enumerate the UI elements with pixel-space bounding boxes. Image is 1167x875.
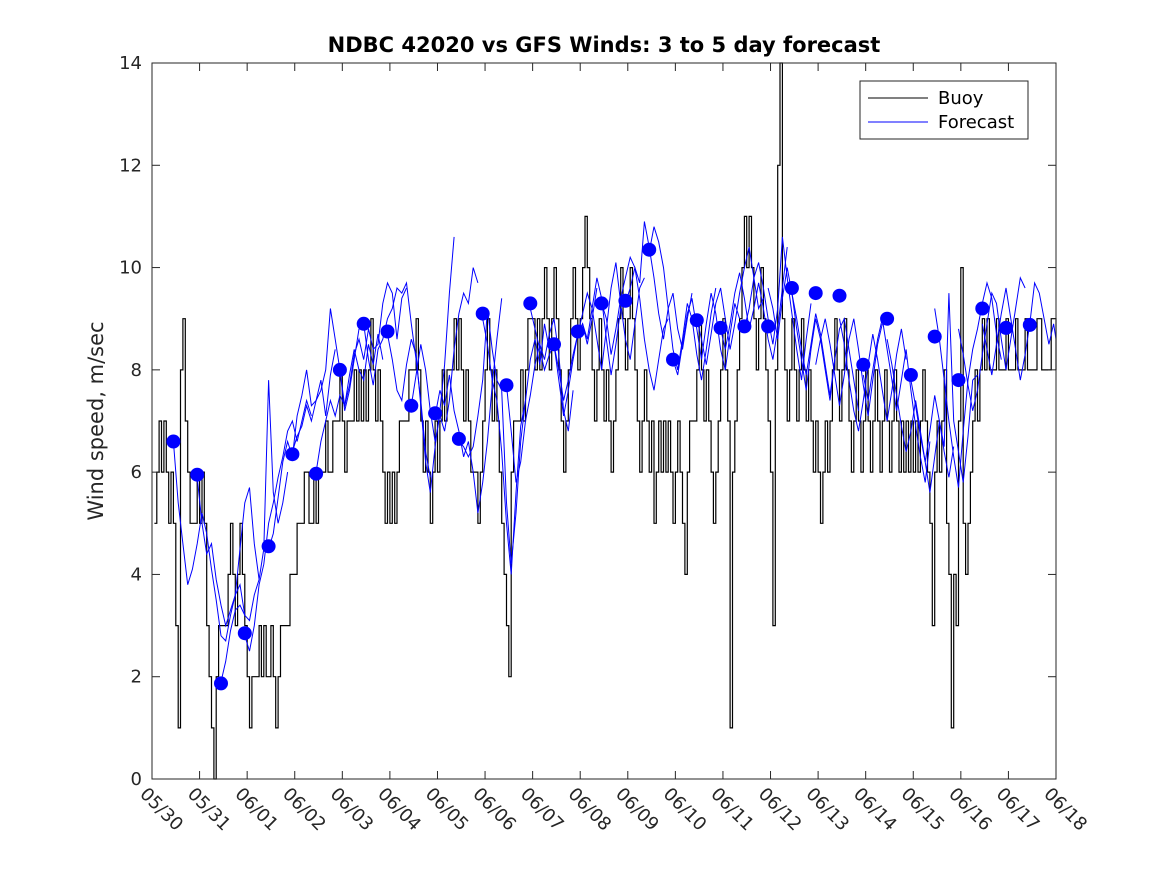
forecast-marker-6 [309, 466, 324, 481]
y-tick-label: 6 [131, 462, 142, 483]
forecast-marker-33 [951, 373, 966, 388]
y-tick-label: 0 [131, 769, 142, 790]
forecast-run-line-3 [244, 398, 312, 652]
forecast-run-line-20 [648, 226, 717, 381]
legend: Buoy Forecast [859, 80, 1029, 140]
y-axis-label: Wind speed, m/sec [84, 321, 108, 520]
forecast-run-line-33 [958, 276, 1026, 411]
y-tick-label: 14 [119, 53, 142, 74]
axes-box [151, 62, 1057, 780]
forecast-run-line-34 [981, 281, 1057, 381]
forecast-run-line-29 [862, 318, 931, 483]
forecast-marker-16 [547, 337, 561, 352]
forecast-run-line-12 [458, 308, 526, 565]
forecast-run-line-16 [553, 277, 622, 401]
forecast-run-line-26 [791, 293, 859, 411]
forecast-run-line-11 [434, 298, 503, 514]
forecast-marker-12 [451, 431, 466, 446]
forecast-marker-5 [285, 447, 300, 462]
forecast-run-line-1 [196, 477, 260, 628]
series-layer [154, 62, 1057, 780]
forecast-marker-36 [1022, 317, 1037, 332]
forecast-marker-13 [475, 306, 490, 321]
forecast-run-line-5 [291, 308, 360, 452]
forecast-marker-17 [570, 324, 585, 339]
forecast-run-line-24 [743, 236, 812, 381]
chart-title: NDBC 42020 vs GFS Winds: 3 to 5 day fore… [328, 33, 881, 57]
forecast-marker-29 [856, 357, 871, 372]
forecast-run-line-7 [339, 281, 407, 406]
forecast-run-line-31 [910, 293, 978, 493]
forecast-run-line-10 [410, 267, 479, 442]
forecast-run-line-25 [767, 267, 836, 401]
forecast-marker-34 [975, 301, 990, 316]
forecast-run-line-32 [934, 280, 1002, 488]
forecast-run-line-0 [172, 441, 246, 642]
forecast-marker-2 [214, 676, 228, 691]
forecast-run-line-13 [482, 318, 550, 575]
forecast-marker-27 [808, 286, 823, 301]
forecast-marker-20 [642, 242, 657, 257]
y-tick-label: 4 [131, 564, 142, 585]
forecast-marker-11 [428, 406, 443, 421]
forecast-run-line-27 [815, 318, 883, 416]
y-axis: 0 2 4 6 8 10 12 14 [119, 53, 1056, 790]
forecast-marker-32 [927, 329, 942, 344]
legend-label-buoy: Buoy [938, 88, 984, 109]
forecast-marker-35 [999, 320, 1013, 335]
forecast-marker-8 [356, 316, 371, 331]
forecast-marker-26 [784, 281, 799, 295]
forecast-run-line-19 [624, 221, 693, 350]
y-tick-label: 2 [131, 667, 142, 688]
forecast-run-line-22 [696, 246, 764, 365]
forecast-marker-18 [594, 296, 609, 311]
forecast-marker-0 [166, 434, 181, 449]
forecast-run-line-17 [577, 262, 645, 370]
forecast-run-line-21 [672, 292, 741, 376]
y-tick-label: 10 [119, 258, 142, 279]
forecast-marker-19 [618, 293, 633, 308]
forecast-run-line-6 [315, 334, 384, 473]
forecast-marker-21 [666, 352, 680, 367]
y-tick-label: 8 [131, 360, 142, 381]
forecast-marker-14 [499, 378, 514, 393]
legend-label-forecast: Forecast [938, 112, 1014, 133]
forecast-run-line-4 [268, 349, 336, 550]
forecast-marker-30 [880, 311, 895, 326]
forecast-marker-10 [404, 398, 419, 413]
forecast-marker-4 [261, 539, 276, 554]
forecast-run-line-15 [529, 287, 598, 416]
forecast-marker-25 [761, 319, 776, 334]
forecast-run-line-9 [387, 236, 455, 493]
forecast-marker-22 [689, 313, 704, 328]
forecast-marker-3 [237, 626, 252, 641]
forecast-marker-28 [832, 288, 847, 303]
legend-box [859, 80, 1029, 140]
forecast-marker-15 [523, 296, 538, 311]
forecast-marker-9 [380, 324, 395, 339]
forecast-marker-24 [737, 319, 752, 334]
y-tick-label: 12 [119, 155, 142, 176]
forecast-run-line-23 [720, 247, 788, 360]
forecast-marker-1 [190, 467, 205, 482]
forecast-run-line-30 [886, 339, 955, 478]
forecast-marker-31 [903, 368, 918, 382]
forecast-marker-23 [713, 320, 728, 335]
forecast-run-line-28 [839, 318, 907, 432]
forecast-marker-7 [332, 362, 347, 377]
